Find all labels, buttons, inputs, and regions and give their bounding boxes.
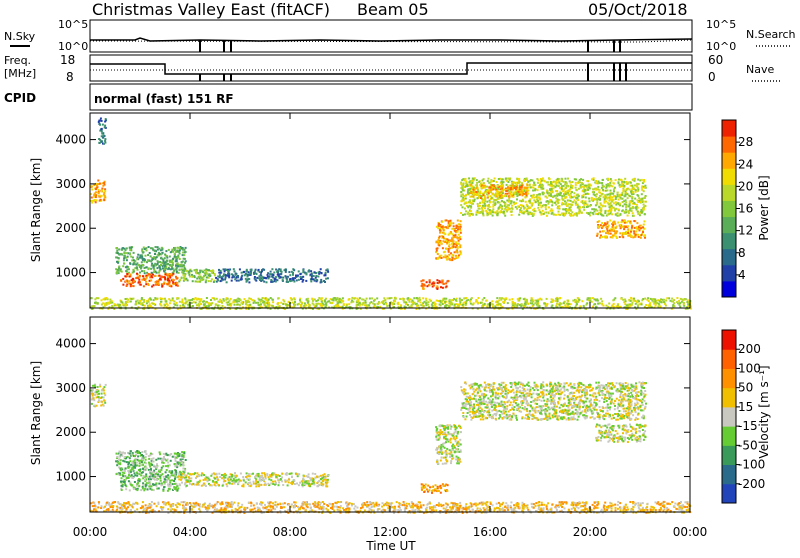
power-colorbar: 28 24 20 16 12 8 4	[722, 120, 753, 298]
nsearch-label: N.Search	[746, 28, 796, 41]
nave-tick-top: 60	[708, 53, 723, 67]
colorbar-tick-label: -100	[738, 458, 765, 472]
colorbar-tick-label: 200	[738, 342, 761, 356]
xlabel: Time UT	[365, 539, 416, 553]
y-tick-label: 2000	[55, 221, 86, 235]
x-tick-label: 04:00	[173, 525, 208, 539]
nsky-tick-bottom: 10^0	[58, 40, 88, 53]
date-title: 05/Oct/2018	[588, 0, 688, 19]
cpid-value: normal (fast) 151 RF	[94, 92, 234, 106]
cpid-label: CPID	[4, 91, 36, 105]
colorbar-tick-label: 50	[738, 381, 753, 395]
x-tick-label: 00:00	[673, 525, 708, 539]
ylabel-power: Slant Range [km]	[29, 158, 43, 262]
colorbar-tick-label: -15	[738, 419, 758, 433]
x-tick-label: 00:00	[73, 525, 108, 539]
x-tick-label: 16:00	[473, 525, 508, 539]
freq-trace	[90, 63, 692, 74]
x-tick-label: 12:00	[373, 525, 408, 539]
nsky-dropouts	[200, 40, 620, 52]
nsearch-tick-bottom: 10^0	[706, 40, 736, 53]
freq-dropouts	[200, 63, 626, 81]
colorbar-tick-label: 15	[738, 400, 753, 414]
y-tick-label: 3000	[55, 177, 86, 191]
power-colorbar-label: Power [dB]	[757, 175, 771, 240]
nsky-trace	[90, 38, 692, 41]
velocity-colorbar-label: Velocity [m s⁻¹]	[757, 365, 771, 458]
power-heatmap	[90, 113, 692, 310]
freq-tick-bottom: 8	[66, 70, 74, 84]
nsky-panel	[90, 20, 692, 52]
colorbar-tick-label: -200	[738, 477, 765, 491]
beam-title: Beam 05	[357, 0, 429, 19]
y-tick-label: 1000	[55, 266, 86, 280]
colorbar-tick-label: 4	[738, 268, 746, 282]
y-tick-label: 3000	[55, 381, 86, 395]
colorbar-tick-label: 8	[738, 246, 746, 260]
colorbar-tick-label: 12	[738, 224, 753, 238]
colorbar-tick-label: -50	[738, 438, 758, 452]
nave-label: Nave	[746, 63, 774, 76]
colorbar-tick-label: 24	[738, 157, 753, 171]
nsearch-tick-top: 10^5	[706, 18, 736, 31]
freq-label-1: Freq.	[4, 54, 31, 67]
y-tick-label: 1000	[55, 470, 86, 484]
colorbar-tick-label: 28	[738, 135, 753, 149]
ylabel-velocity: Slant Range [km]	[29, 361, 43, 465]
freq-label-2: [MHz]	[4, 67, 36, 80]
freq-tick-top: 18	[60, 53, 75, 67]
nsky-tick-top: 10^5	[58, 18, 88, 31]
y-tick-label: 4000	[55, 337, 86, 351]
freq-panel	[90, 55, 692, 81]
nsky-label: N.Sky	[4, 30, 36, 43]
x-tick-label: 08:00	[273, 525, 308, 539]
y-tick-label: 4000	[55, 133, 86, 147]
y-tick-label: 2000	[55, 425, 86, 439]
x-tick-label: 20:00	[573, 525, 608, 539]
station-title: Christmas Valley East (fitACF)	[92, 0, 330, 19]
velocity-heatmap	[90, 317, 691, 514]
colorbar-tick-label: 16	[738, 202, 753, 216]
colorbar-tick-label: 20	[738, 179, 753, 193]
nave-tick-bottom: 0	[708, 70, 716, 84]
